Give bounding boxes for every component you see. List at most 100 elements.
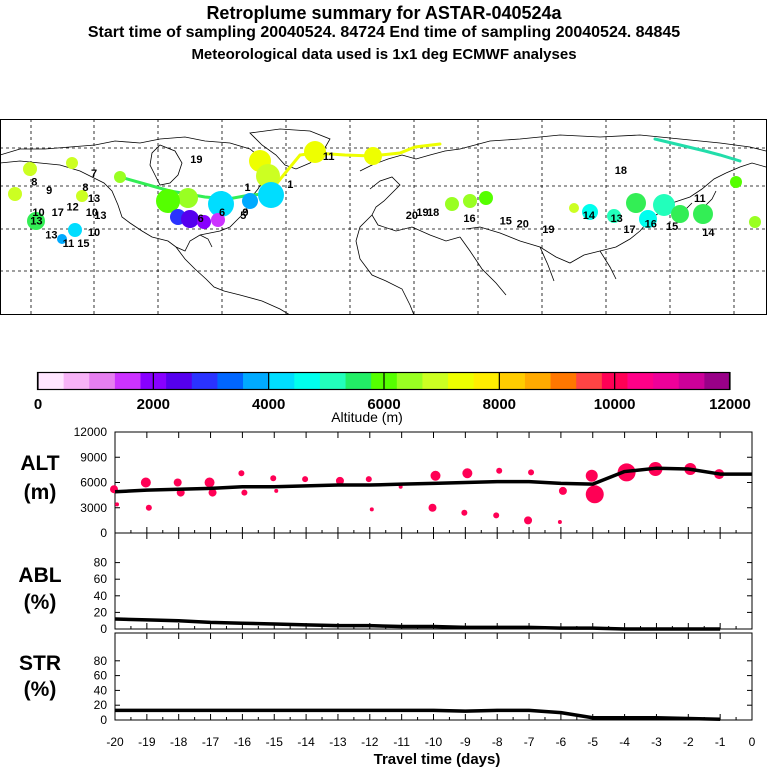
map-label: 20 bbox=[406, 210, 418, 222]
colorbar-ticks: 0 2000 4000 6000 8000 10000 12000 bbox=[34, 372, 751, 413]
plume-marker bbox=[479, 191, 493, 205]
x-tick-label: -3 bbox=[651, 735, 662, 749]
met-data-note: Meteorological data used is 1x1 deg ECMW… bbox=[191, 46, 577, 63]
alt-cluster-point bbox=[461, 509, 468, 516]
y-tick-label: 9000 bbox=[80, 450, 107, 464]
x-tick-label: -18 bbox=[170, 735, 188, 749]
plume-marker bbox=[749, 216, 761, 228]
map-label: 18 bbox=[427, 207, 439, 219]
map-label: 10 bbox=[86, 207, 98, 219]
series-line bbox=[114, 466, 752, 494]
colorbar-cell bbox=[38, 373, 65, 389]
colorbar-cell bbox=[448, 373, 475, 389]
map-graticule bbox=[0, 119, 768, 315]
y-tick-label: 3000 bbox=[80, 501, 107, 515]
plume-marker bbox=[639, 210, 657, 228]
map-label: 5 bbox=[240, 210, 246, 222]
alt-cluster-point bbox=[496, 467, 503, 474]
y-tick-label: 6000 bbox=[80, 476, 107, 490]
plume-marker bbox=[114, 171, 126, 183]
x-tick-label: 0 bbox=[749, 735, 756, 749]
colorbar-tick-label: 10000 bbox=[594, 396, 636, 413]
map-label: 20 bbox=[517, 218, 529, 230]
plume-marker bbox=[671, 205, 689, 223]
plume-marker bbox=[693, 204, 713, 224]
colorbar-cell bbox=[396, 373, 423, 389]
y-tick-label: 0 bbox=[100, 713, 107, 727]
map-label: 9 bbox=[242, 207, 248, 219]
plume-marker bbox=[23, 162, 37, 176]
map-label: 16 bbox=[645, 218, 657, 230]
plume-marker bbox=[445, 197, 459, 211]
colorbar-tick-label: 6000 bbox=[367, 396, 400, 413]
plume-marker bbox=[607, 209, 621, 223]
map-label: 7 bbox=[91, 168, 97, 180]
y-tick-label: 0 bbox=[100, 526, 107, 540]
x-tick-label: -16 bbox=[234, 735, 252, 749]
map-label: 11 bbox=[323, 151, 335, 163]
plume-marker bbox=[156, 189, 180, 213]
alt-cluster-point bbox=[585, 485, 604, 504]
plume-marker bbox=[242, 193, 258, 209]
panel-unit: (%) bbox=[24, 678, 57, 701]
plume-marker bbox=[569, 203, 579, 213]
abl-panel: ABL (%) 80 60 40 20 0 bbox=[18, 532, 753, 636]
panel-frame bbox=[114, 632, 753, 721]
colorbar-cell bbox=[627, 373, 654, 389]
map-label: 18 bbox=[615, 165, 627, 177]
plume-marker bbox=[730, 176, 742, 188]
colorbar-cell bbox=[550, 373, 577, 389]
alt-cluster-point bbox=[428, 503, 437, 512]
x-tick-label: -15 bbox=[266, 735, 284, 749]
colorbar-cell bbox=[704, 373, 731, 389]
alt-cluster-point bbox=[528, 469, 535, 476]
alt-cluster-point bbox=[462, 468, 473, 479]
colorbar-cell bbox=[473, 373, 500, 389]
alt-cluster-point bbox=[270, 475, 277, 482]
alt-cluster-point bbox=[238, 470, 245, 477]
x-tick-label: -10 bbox=[425, 735, 443, 749]
y-tick-label: 80 bbox=[94, 556, 108, 570]
alt-cluster-point bbox=[302, 476, 309, 483]
panel-frame bbox=[114, 532, 753, 630]
plume-marker bbox=[197, 215, 211, 229]
alt-cluster-point bbox=[115, 502, 119, 507]
alt-cluster-point bbox=[365, 476, 372, 483]
map-label: 9 bbox=[46, 185, 52, 197]
series-line bbox=[115, 708, 721, 722]
colorbar-cell bbox=[114, 373, 142, 389]
plume-marker bbox=[57, 234, 67, 244]
map-label: 13 bbox=[45, 230, 57, 242]
plume-marker bbox=[208, 191, 234, 217]
y-tick-label: 40 bbox=[94, 683, 108, 697]
y-tick-label: 20 bbox=[94, 698, 108, 712]
alt-cluster-point bbox=[558, 486, 567, 495]
alt-cluster-point bbox=[208, 488, 217, 497]
colorbar-cell bbox=[653, 373, 680, 389]
alt-cluster-point bbox=[274, 488, 279, 493]
alt-cluster-point bbox=[369, 507, 374, 512]
alt-cluster-point bbox=[493, 512, 500, 519]
panel-unit: (%) bbox=[24, 591, 57, 614]
x-tick-label: -6 bbox=[556, 735, 567, 749]
colorbar-label: Altitude (m) bbox=[331, 409, 403, 425]
plume-marker bbox=[463, 194, 477, 208]
map-label: 13 bbox=[30, 216, 42, 228]
colorbar-cell bbox=[191, 373, 218, 389]
altitude-colorbar: 0 2000 4000 6000 8000 10000 12000 Altitude (m) bbox=[34, 371, 751, 425]
colorbar-tick-label: 0 bbox=[34, 396, 42, 413]
alt-cluster-point bbox=[173, 478, 182, 487]
map-label: 11 bbox=[63, 238, 75, 250]
colorbar-tick-label: 12000 bbox=[709, 396, 751, 413]
x-tick-label: -19 bbox=[138, 735, 156, 749]
map-label: 13 bbox=[88, 193, 100, 205]
x-tick-label: -20 bbox=[106, 735, 124, 749]
plume-marker bbox=[178, 188, 198, 208]
colorbar-tick-label: 8000 bbox=[483, 396, 516, 413]
map-label: 16 bbox=[463, 213, 475, 225]
colorbar-cell bbox=[576, 373, 603, 389]
plume-marker bbox=[256, 164, 280, 188]
map-label: 1 bbox=[287, 179, 293, 191]
